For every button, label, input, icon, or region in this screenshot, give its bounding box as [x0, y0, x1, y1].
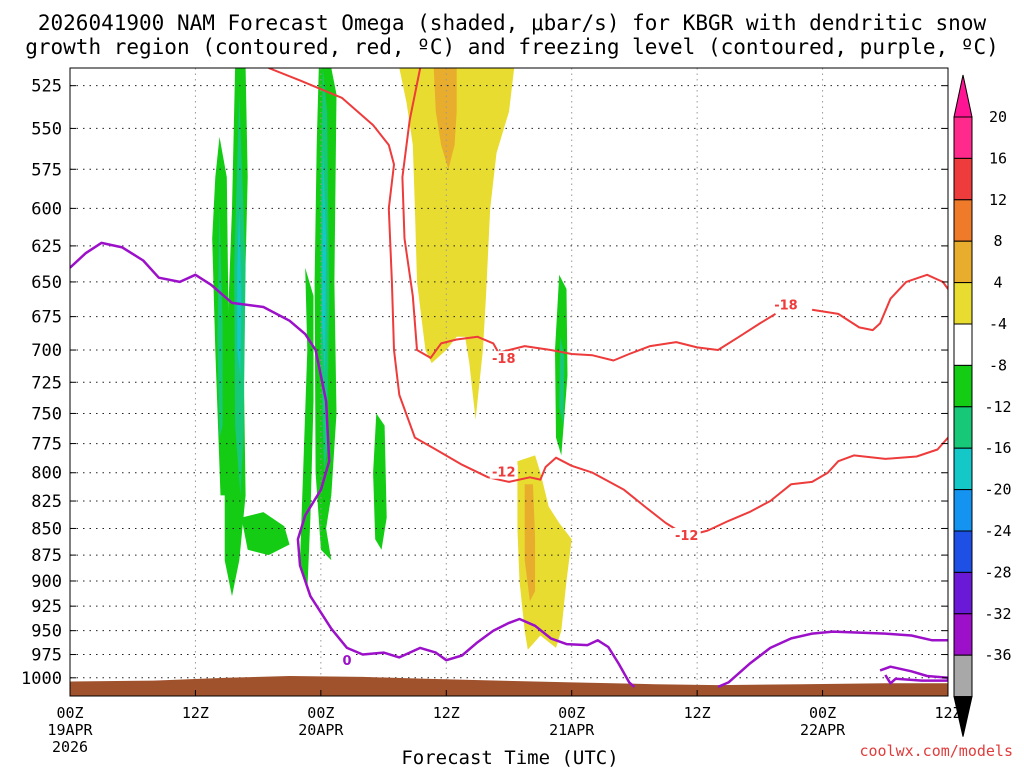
y-tick-label-975: 975: [31, 646, 62, 666]
y-tick-label-625: 625: [31, 237, 62, 257]
colorbar-swatch-2: [953, 199, 973, 242]
x-axis-label: Forecast Time (UTC): [401, 747, 618, 768]
colorbar-swatch-13: [953, 654, 973, 698]
colorbar-label-6: -8: [989, 356, 1007, 374]
y-tick-label-900: 900: [31, 572, 62, 592]
y-tick-label-675: 675: [31, 308, 62, 328]
y-tick-label-800: 800: [31, 464, 62, 484]
colorbar-label-13: -36: [984, 646, 1011, 664]
omega-shade-region-12: [321, 145, 327, 376]
x-tick-time-84: 12Z: [934, 704, 961, 722]
x-tick-year-0: 2026: [52, 738, 88, 756]
omega-shade-region-15: [433, 68, 457, 170]
colorbar-label-11: -28: [984, 563, 1011, 581]
y-tick-label-825: 825: [31, 492, 62, 512]
colorbar-label-9: -20: [984, 481, 1011, 499]
y-tick-label-1000: 1000: [21, 669, 62, 689]
y-tick-label-700: 700: [31, 341, 62, 361]
colorbar-label-12: -32: [984, 605, 1011, 623]
colorbar-label-3: 8: [993, 232, 1002, 250]
x-tick-time-24: 00Z: [307, 704, 334, 722]
y-tick-label-650: 650: [31, 273, 62, 293]
colorbar-swatch-12: [953, 613, 973, 656]
omega-shade-region-10: [559, 336, 565, 426]
colorbar-label-10: -24: [984, 522, 1011, 540]
colorbar-swatch-8: [953, 447, 973, 491]
colorbar-label-8: -16: [984, 439, 1011, 457]
freezing-level-contour-2: [717, 630, 948, 689]
y-tick-label-750: 750: [31, 404, 62, 424]
chart-title-line-2: growth region (contoured, red, ºC) and f…: [25, 35, 999, 59]
omega-shade-region-11: [237, 208, 242, 376]
colorbar-label-0: 20: [989, 108, 1007, 126]
dgz-contour-minus18-east: [811, 273, 948, 332]
y-tick-label-575: 575: [31, 160, 62, 180]
colorbar-swatch-4: [953, 282, 973, 325]
dgz-contour-minus18: [268, 68, 948, 537]
x-tick-date-72: 22APR: [800, 721, 846, 739]
colorbar-swatch-3: [953, 240, 973, 284]
colorbar-swatch-1: [953, 157, 973, 201]
contour-label-bg-0: [489, 351, 518, 366]
dgz-contour-minus12: [401, 68, 777, 362]
colorbar-label-7: -12: [984, 398, 1011, 416]
colorbar-swatch-7: [953, 406, 973, 449]
contour-label-3: -12: [675, 529, 699, 544]
x-tick-time-12: 12Z: [182, 704, 209, 722]
colorbar-swatch-0: [953, 116, 973, 159]
colorbar-swatch-9: [953, 489, 973, 532]
colorbar-swatch-10: [953, 530, 973, 573]
y-tick-label-850: 850: [31, 519, 62, 539]
y-tick-label-725: 725: [31, 373, 62, 393]
x-tick-date-24: 20APR: [298, 721, 344, 739]
x-tick-time-36: 12Z: [433, 704, 460, 722]
colorbar-swatch-11: [953, 571, 973, 615]
omega-shade-region-16: [524, 484, 536, 602]
colorbar-swatch-6: [953, 364, 973, 408]
contour-label-4: 0: [342, 654, 351, 669]
omega-shade-region-2: [241, 512, 290, 556]
contour-label-2: -12: [492, 466, 516, 481]
colorbar-label-1: 16: [989, 149, 1007, 167]
y-tick-label-525: 525: [31, 77, 62, 97]
x-tick-time-0: 00Z: [56, 704, 83, 722]
omega-shade-region-9: [217, 208, 223, 438]
contour-label-bg-1: [771, 297, 800, 312]
y-tick-label-875: 875: [31, 546, 62, 566]
plot-layer: -18 -18 -12 -12 0: [70, 68, 948, 696]
colorbar-bottom-cap: [953, 696, 973, 737]
surface-terrain: [70, 676, 948, 696]
credit-text: coolwx.com/models: [859, 742, 1013, 760]
contour-label-bg-2: [489, 464, 518, 479]
freezing-level-contour-3: [879, 665, 948, 685]
y-tick-label-600: 600: [31, 199, 62, 219]
colorbar-label-4: 4: [993, 274, 1002, 292]
x-tick-date-48: 21APR: [549, 721, 595, 739]
x-tick-time-48: 00Z: [558, 704, 585, 722]
colorbar-top-cap: [953, 74, 973, 118]
contour-label-0: -18: [492, 352, 516, 367]
freezing-level-contour: [70, 241, 636, 688]
omega-shade-region-13: [399, 68, 515, 420]
y-tick-label-775: 775: [31, 435, 62, 455]
omega-shade-region-4: [300, 267, 314, 592]
colorbar-label-5: -4: [989, 315, 1007, 333]
colorbar-label-2: 12: [989, 191, 1007, 209]
contour-label-1: -18: [774, 299, 798, 314]
x-tick-date-0: 19APR: [47, 721, 93, 739]
colorbar-swatch-5: [953, 323, 973, 366]
contour-label-bg-3: [672, 527, 701, 542]
y-tick-label-550: 550: [31, 119, 62, 139]
chart-title-line-1: 2026041900 NAM Forecast Omega (shaded, μ…: [38, 11, 987, 35]
y-tick-label-950: 950: [31, 622, 62, 642]
omega-shade-region-5: [373, 413, 387, 550]
x-tick-time-60: 12Z: [684, 704, 711, 722]
contour-label-bg-4: [340, 653, 353, 668]
x-tick-time-72: 00Z: [809, 704, 836, 722]
plot-area: [70, 68, 948, 696]
y-tick-label-925: 925: [31, 597, 62, 617]
